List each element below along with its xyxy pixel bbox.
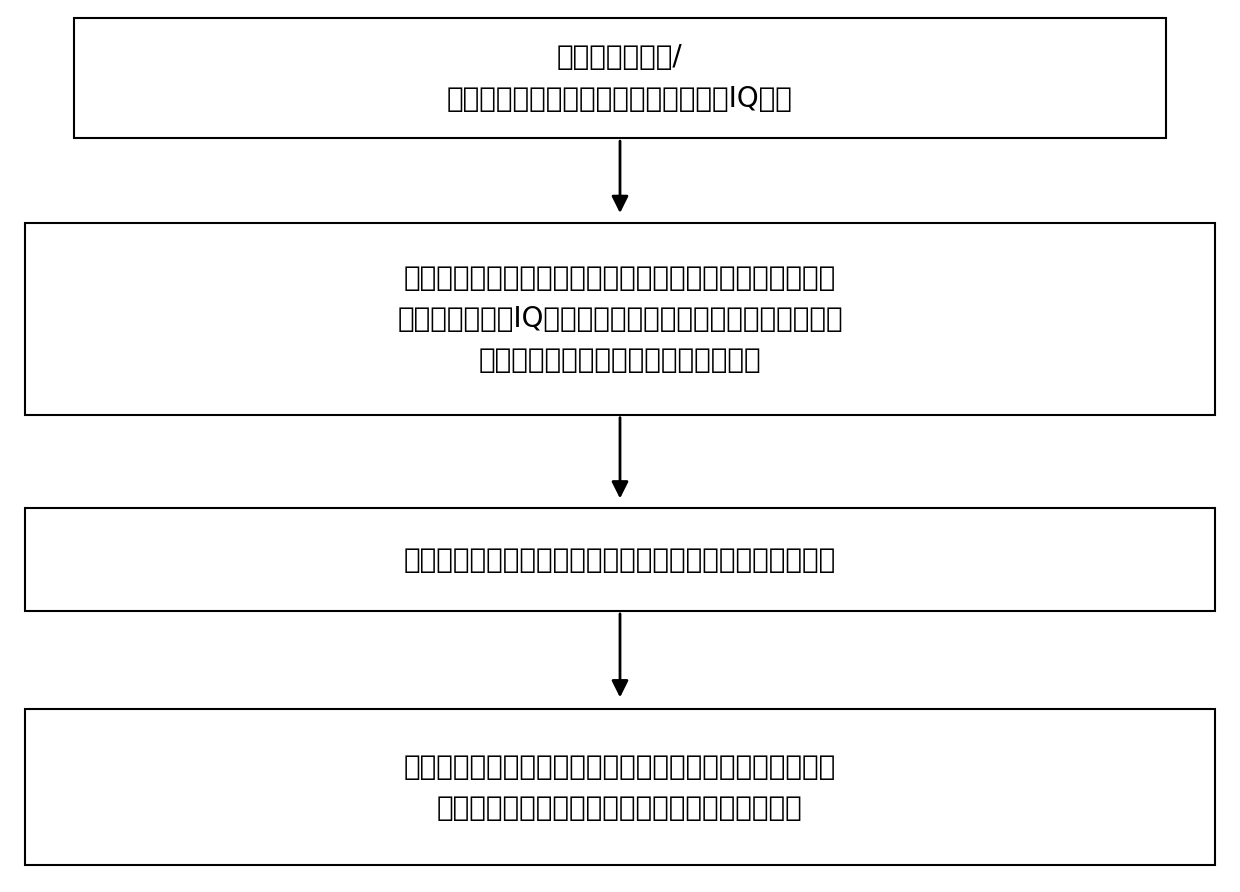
FancyBboxPatch shape [25,709,1215,865]
Text: 步骤四、将步骤二中的测量矢量与步骤三中的扩展测向数据
库进行相关计算，相关值最大处作为方向的估计值: 步骤四、将步骤二中的测量矢量与步骤三中的扩展测向数据 库进行相关计算，相关值最大… [404,753,836,822]
Text: 步骤一、利用双/
多通道测向接收机，记录同时采集到的IQ信号: 步骤一、利用双/ 多通道测向接收机，记录同时采集到的IQ信号 [448,44,792,112]
FancyBboxPatch shape [25,223,1215,415]
Text: 步骤二、计算参考天线单元与参考天线单元之外的其他各天
线单元接收到的IQ信号之间的二阶统计量复值相位差、四阶
统计量复值相位差，并组合为测量矢量: 步骤二、计算参考天线单元与参考天线单元之外的其他各天 线单元接收到的IQ信号之间… [397,264,843,374]
FancyBboxPatch shape [25,508,1215,611]
Text: 步骤三、读取相应频点的测向数据库，计算扩展测向数据库: 步骤三、读取相应频点的测向数据库，计算扩展测向数据库 [404,546,836,574]
FancyBboxPatch shape [74,18,1166,138]
